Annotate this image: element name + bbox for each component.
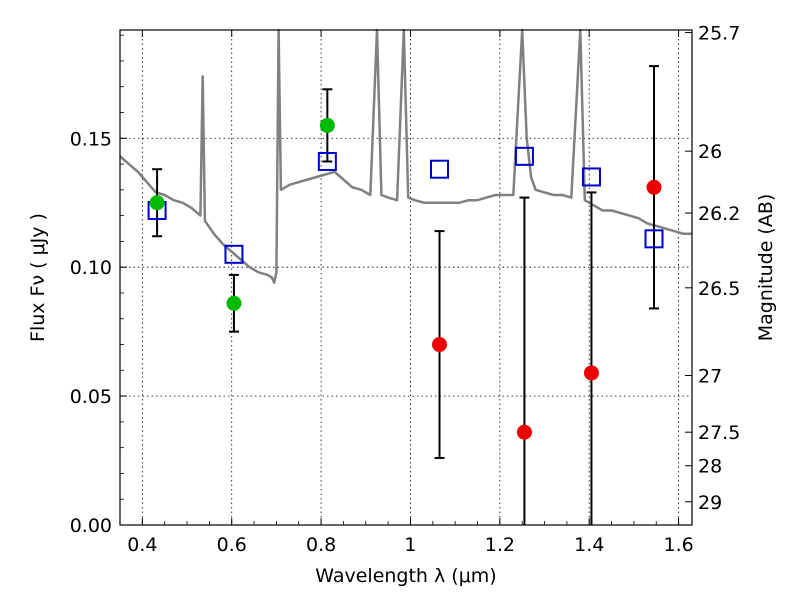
observed-flux-point [226,295,242,311]
y-tick-label: 0.00 [70,515,112,537]
model-square-marker [224,244,244,264]
y2-tick-label: 28 [698,456,722,478]
x-tick-label: 0.4 [127,534,157,556]
x-tick-label: 0.8 [306,534,336,556]
ticks-layer: 0.4 0.6 0.8 1 1.2 1.4 1.6 0.00 0.05 0.10 0.15 25.7 2… [70,23,741,556]
model-square-marker [644,229,664,249]
y2-tick-label: 26.5 [698,278,740,300]
model-square-marker [581,167,601,187]
model-square-marker [514,146,534,166]
plot-frame [119,29,693,526]
y2-tick-label: 26.2 [698,203,740,225]
model-spectrum-line [119,28,692,284]
model-square-marker [430,159,450,179]
model-square-marker [317,151,337,171]
observed-flux-point [432,337,448,353]
x-tick-label: 1.2 [485,534,515,556]
error-bars-layer [152,65,660,525]
x-tick-label: 0.6 [217,534,247,556]
observed-flux-point [583,365,599,381]
markers-layer [147,117,664,440]
y2-tick-label: 29 [698,492,722,514]
x-tick-label: 1 [404,534,416,556]
observed-flux-point [149,195,165,211]
y-tick-label: 0.10 [70,257,112,279]
x-axis-label: Wavelength λ (μm) [315,565,496,587]
model-spectrum-layer [119,28,692,284]
y2-axis-label: Magnitude (AB) [755,194,777,342]
y-tick-label: 0.05 [70,386,112,408]
observed-flux-point [319,117,335,133]
observed-flux-point [646,179,662,195]
y2-tick-label: 26 [698,141,722,163]
grid [120,30,692,525]
observed-flux-point [516,424,532,440]
x-tick-label: 1.4 [574,534,604,556]
y2-tick-label: 27.5 [698,422,740,444]
x-tick-label: 1.6 [663,534,693,556]
y2-tick-label: 27 [698,365,722,387]
y-axis-label: Flux Fν ( μJy ) [27,213,49,342]
y2-tick-label: 25.7 [698,23,740,45]
y-tick-label: 0.15 [70,128,112,150]
